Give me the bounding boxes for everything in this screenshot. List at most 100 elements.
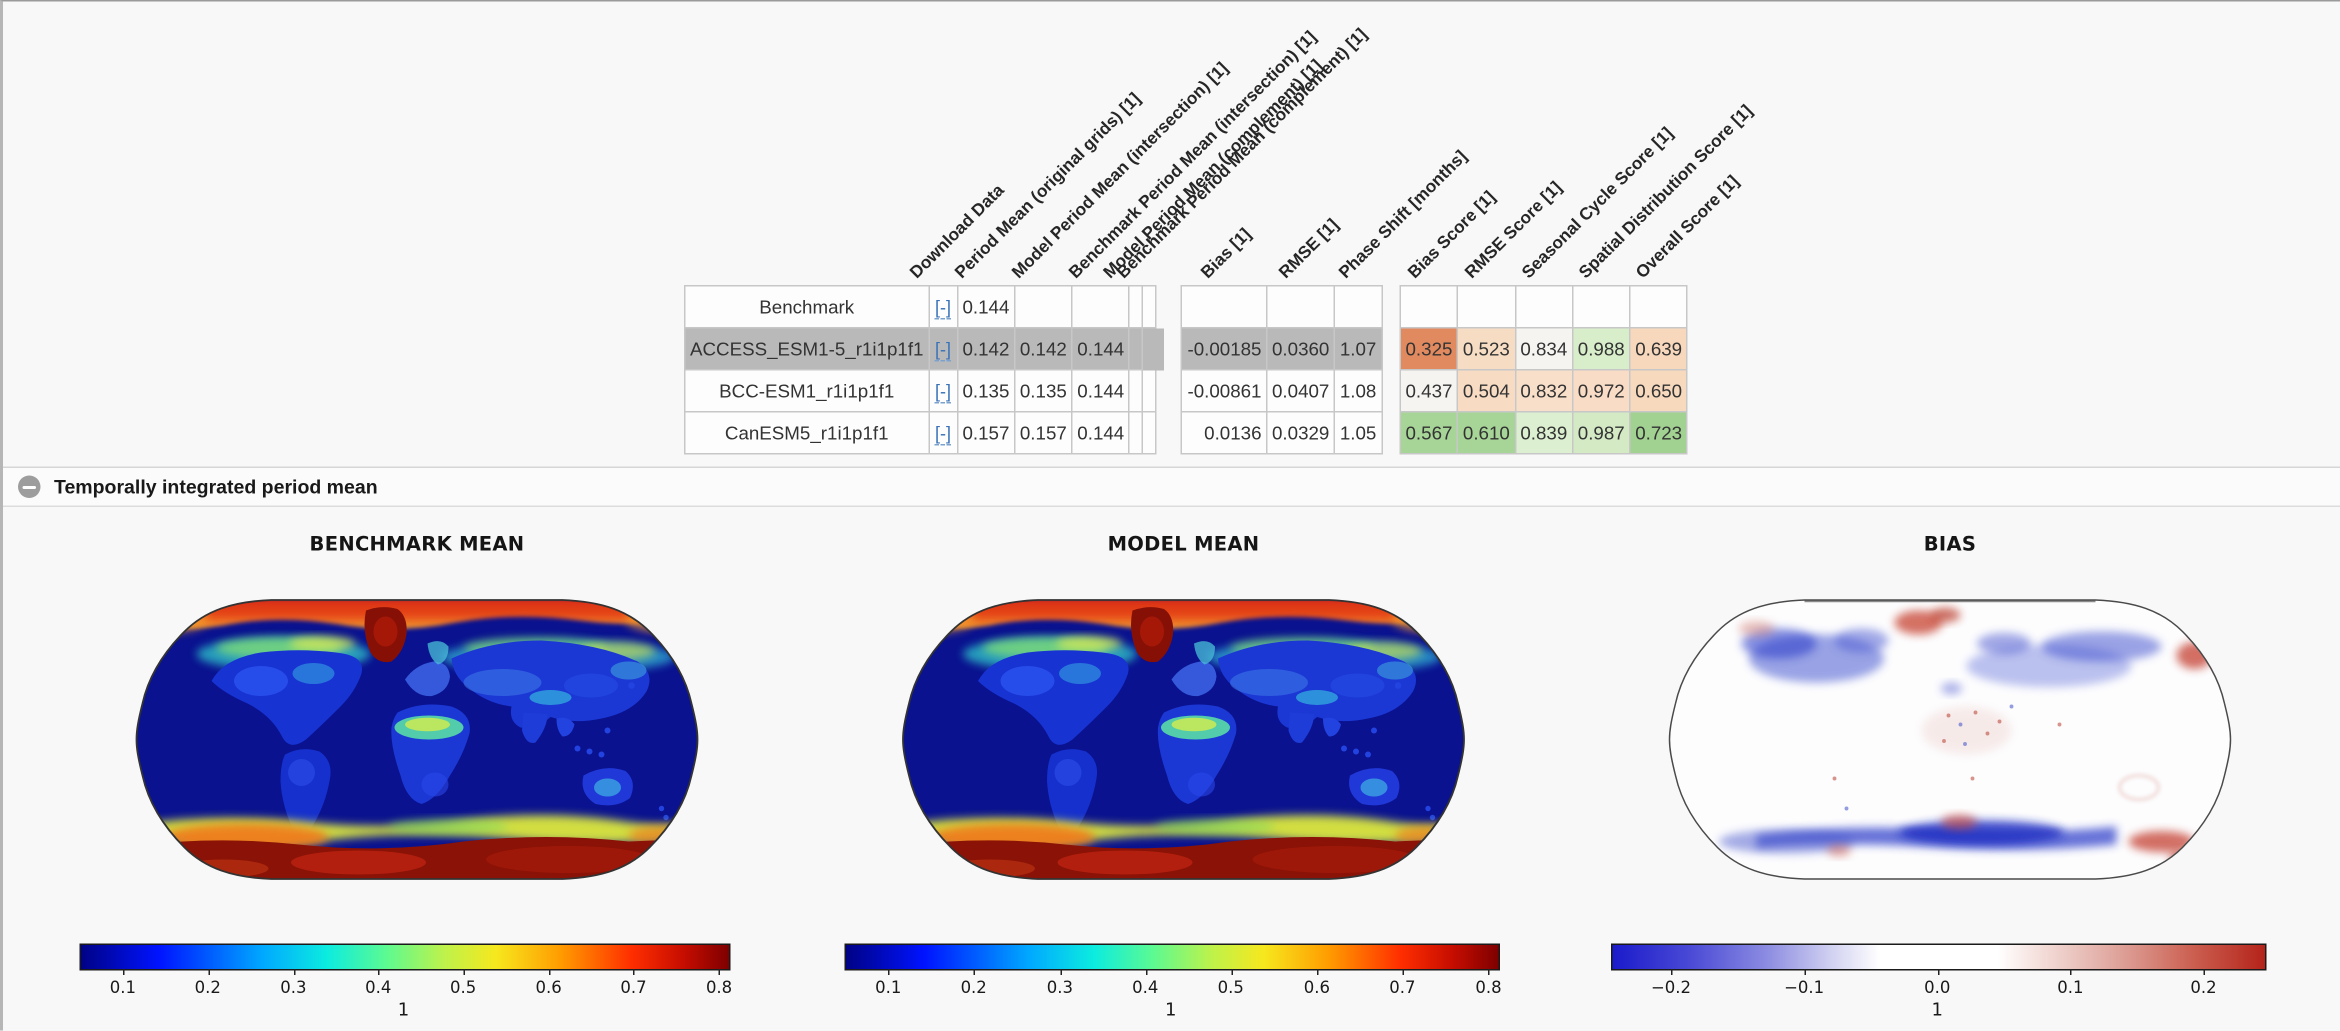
download-data-link[interactable]: [-] bbox=[934, 380, 951, 403]
download-cell: [-] bbox=[927, 369, 958, 413]
value-cell: 0.157 bbox=[1013, 411, 1073, 455]
value-cell bbox=[1265, 285, 1336, 329]
score-cell: 0.834 bbox=[1514, 327, 1574, 371]
colorbar-tick-label: 0.4 bbox=[365, 978, 392, 998]
colorbar-tick bbox=[1488, 969, 1491, 975]
colorbar-tick bbox=[207, 969, 210, 975]
value-cell: 1.05 bbox=[1333, 411, 1383, 455]
score-cell: 0.567 bbox=[1399, 411, 1459, 455]
section-title: Temporally integrated period mean bbox=[54, 475, 378, 499]
bias-title: BIAS bbox=[1923, 534, 1977, 557]
score-cell: 0.504 bbox=[1456, 369, 1516, 413]
score-cell: 0.650 bbox=[1629, 369, 1689, 413]
model-mean-map bbox=[900, 599, 1467, 884]
value-cell bbox=[1333, 285, 1383, 329]
model-name-cell[interactable]: BCC-ESM1_r1i1p1f1 bbox=[684, 369, 930, 413]
value-cell: 0.135 bbox=[956, 369, 1016, 413]
colorbar-tick bbox=[1402, 969, 1404, 975]
table-row: 0.437 0.504 0.832 0.972 0.650 bbox=[1399, 369, 1689, 413]
value-cell: 0.144 bbox=[1071, 327, 1131, 371]
colorbar-tick bbox=[1059, 969, 1062, 975]
benchmark-mean-map bbox=[134, 599, 701, 884]
colorbar-tick bbox=[1804, 969, 1806, 975]
section-header-bar[interactable]: Temporally integrated period mean bbox=[3, 466, 2340, 507]
empty-complement-cell bbox=[1128, 369, 1144, 413]
colorbar-tick-label: 0.6 bbox=[535, 978, 562, 998]
download-data-link[interactable]: [-] bbox=[934, 338, 951, 361]
table-row: 0.567 0.610 0.839 0.987 0.723 bbox=[1399, 411, 1689, 455]
download-data-link[interactable]: [-] bbox=[934, 296, 951, 319]
colorbar-tick-label: 0.8 bbox=[705, 978, 733, 998]
colorbar-tick bbox=[1937, 969, 1939, 975]
colorbar-tick-label: 0.0 bbox=[1924, 978, 1951, 998]
collapse-minus-icon[interactable] bbox=[18, 475, 41, 498]
value-cell: 0.0136 bbox=[1180, 411, 1268, 455]
colorbar-tick-label: 0.4 bbox=[1132, 978, 1159, 998]
colorbar-tick-label: 0.1 bbox=[109, 978, 137, 998]
colorbar-tick bbox=[293, 969, 295, 975]
colorbar-tick bbox=[2203, 969, 2205, 975]
score-cell bbox=[1629, 285, 1689, 329]
value-cell: 0.144 bbox=[1071, 369, 1131, 413]
colorbar-tick bbox=[973, 969, 976, 975]
colorbar-tick bbox=[463, 969, 465, 975]
table-row bbox=[1180, 285, 1383, 329]
score-cell: 0.639 bbox=[1629, 327, 1689, 371]
score-cell: 0.723 bbox=[1629, 411, 1689, 455]
value-cell: 1.07 bbox=[1333, 327, 1383, 371]
score-cell: 0.832 bbox=[1514, 369, 1574, 413]
value-cell bbox=[1180, 285, 1268, 329]
colorbar-tick bbox=[1145, 969, 1147, 975]
model-name-cell[interactable]: ACCESS_ESM1-5_r1i1p1f1 bbox=[684, 327, 930, 371]
table-row: -0.00185 0.0360 1.07 bbox=[1180, 327, 1383, 371]
table-row: Benchmark [-] 0.144 bbox=[684, 285, 1158, 329]
benchmark-mean-colorbar bbox=[79, 943, 731, 971]
download-cell: [-] bbox=[927, 411, 958, 455]
column-header: Benchmark Period Mean (intersection) [1] bbox=[1066, 28, 1321, 283]
model-name-cell[interactable]: CanESM5_r1i1p1f1 bbox=[684, 411, 930, 455]
colorbar-tick bbox=[1230, 969, 1233, 975]
colorbar-tick bbox=[2070, 969, 2072, 975]
table-row: BCC-ESM1_r1i1p1f1 [-] 0.135 0.135 0.144 bbox=[684, 369, 1158, 413]
download-data-link[interactable]: [-] bbox=[934, 422, 951, 445]
score-cell: 0.437 bbox=[1399, 369, 1459, 413]
highlight-row-extension bbox=[1143, 328, 1164, 371]
bias-colorbar bbox=[1611, 943, 2267, 971]
value-cell: 0.157 bbox=[956, 411, 1016, 455]
colorbar-tick-label: 0.8 bbox=[1475, 978, 1502, 998]
table-row: 0.325 0.523 0.834 0.988 0.639 bbox=[1399, 327, 1689, 371]
column-header: Phase Shift [months] bbox=[1336, 147, 1471, 283]
table-row bbox=[1399, 285, 1689, 329]
colorbar-tick-label: 0.5 bbox=[1217, 978, 1244, 998]
score-cell: 0.972 bbox=[1571, 369, 1631, 413]
column-header: Overall Score [1] bbox=[1633, 172, 1743, 283]
colorbar-unit-label: 1 bbox=[1165, 999, 1177, 1020]
column-header: RMSE [1] bbox=[1276, 216, 1343, 283]
colorbar-tick-label: 0.7 bbox=[620, 978, 647, 998]
value-cell: 0.0407 bbox=[1265, 369, 1336, 413]
table-row: 0.0136 0.0329 1.05 bbox=[1180, 411, 1383, 455]
value-cell: 0.142 bbox=[1013, 327, 1073, 371]
download-cell: [-] bbox=[927, 285, 958, 329]
value-cell bbox=[1071, 285, 1131, 329]
value-cell bbox=[1013, 285, 1073, 329]
colorbar-tick bbox=[548, 969, 551, 975]
score-cell: 0.523 bbox=[1456, 327, 1516, 371]
value-cell: 0.135 bbox=[1013, 369, 1073, 413]
empty-complement-cell bbox=[1142, 285, 1158, 329]
score-cell: 0.610 bbox=[1456, 411, 1516, 455]
colorbar-unit-label: 1 bbox=[397, 999, 410, 1020]
value-cell: 1.08 bbox=[1333, 369, 1383, 413]
score-cell: 0.988 bbox=[1571, 327, 1631, 371]
score-cell: 0.987 bbox=[1571, 411, 1631, 455]
colorbar-tick bbox=[1316, 969, 1319, 975]
colorbar-tick-label: 0.3 bbox=[1046, 978, 1073, 998]
table-row: CanESM5_r1i1p1f1 [-] 0.157 0.157 0.144 bbox=[684, 411, 1158, 455]
model-name-cell[interactable]: Benchmark bbox=[684, 285, 930, 329]
column-header: RMSE Score [1] bbox=[1462, 178, 1566, 283]
value-cell: 0.144 bbox=[956, 285, 1016, 329]
colorbar-tick-label: 0.2 bbox=[2190, 978, 2217, 998]
score-cell: 0.325 bbox=[1399, 327, 1459, 371]
colorbar-tick bbox=[1671, 969, 1673, 975]
colorbar-tick bbox=[122, 969, 125, 975]
